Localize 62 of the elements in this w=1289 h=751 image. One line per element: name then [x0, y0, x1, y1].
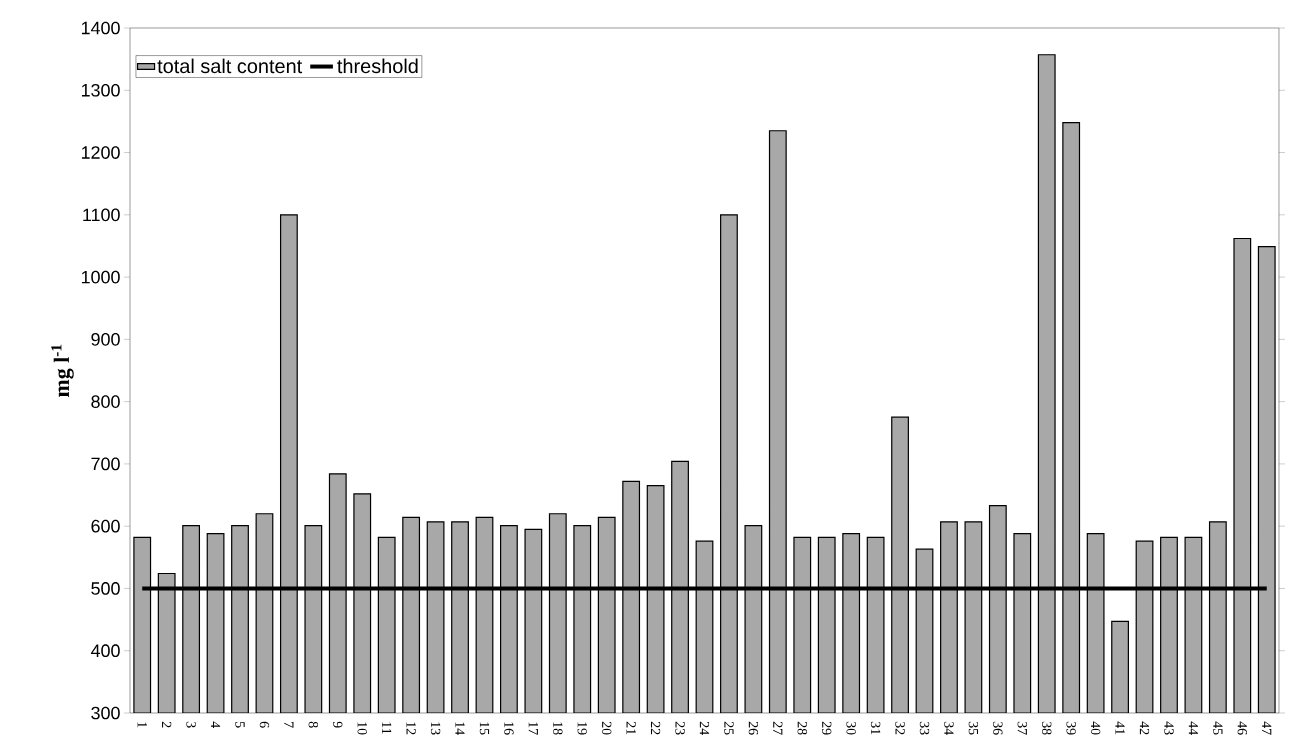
y-tick-label: 500 — [91, 582, 120, 595]
x-tick-label: 45 — [1213, 721, 1223, 735]
y-tick-label: 1300 — [81, 83, 120, 97]
x-tick-label: 24 — [699, 721, 710, 735]
legend-label: total salt content — [157, 58, 303, 74]
y-axis-title: mg l$^{-1}$ — [51, 344, 74, 397]
x-tick-label: 46 — [1237, 721, 1247, 735]
x-tick-label: 20 — [601, 721, 612, 735]
x-tick-label: 16 — [504, 722, 514, 735]
x-tick-label: 39 — [1066, 721, 1076, 735]
x-tick-label: 30 — [846, 721, 856, 735]
x-tick-label: 1 — [137, 722, 147, 728]
x-tick-label: 35 — [968, 721, 979, 735]
x-tick-label: 27 — [773, 721, 783, 735]
x-tick-label: 17 — [528, 722, 538, 735]
x-tick-label: 2 — [162, 721, 172, 728]
x-tick-label: 41 — [1115, 721, 1125, 735]
x-tick-label: 32 — [895, 721, 905, 735]
y-tick-label: 1000 — [81, 270, 120, 284]
x-tick-label: 8 — [308, 721, 319, 728]
x-tick-label: 43 — [1164, 721, 1174, 735]
x-tick-label: 3 — [186, 721, 196, 728]
legend-label: threshold — [337, 58, 418, 74]
y-tick-label: 300 — [91, 706, 120, 720]
x-tick-label: 31 — [870, 721, 881, 735]
x-tick-label: 40 — [1090, 721, 1101, 735]
y-tick-label: 600 — [91, 519, 120, 533]
x-tick-label: 28 — [797, 721, 807, 735]
x-tick-label: 26 — [748, 721, 759, 735]
x-tick-label: 15 — [479, 722, 490, 735]
x-tick-label: 11 — [382, 722, 392, 734]
x-tick-label: 37 — [1017, 721, 1027, 735]
x-tick-label: 9 — [333, 721, 343, 728]
y-tick-label: 700 — [91, 457, 120, 471]
x-tick-label: 36 — [993, 721, 1003, 735]
x-tick-label: 7 — [284, 722, 294, 728]
x-tick-label: 22 — [650, 721, 661, 735]
x-tick-label: 14 — [455, 722, 465, 735]
x-tick-label: 5 — [235, 722, 245, 728]
x-tick-label: 34 — [944, 721, 954, 735]
x-tick-label: 25 — [724, 721, 734, 735]
x-tick-label: 44 — [1188, 721, 1199, 735]
x-tick-label: 29 — [822, 721, 832, 735]
x-tick-label: 13 — [430, 722, 441, 735]
x-tick-label: 33 — [919, 721, 930, 735]
y-tick-label: 1200 — [81, 146, 120, 159]
x-tick-label: 38 — [1042, 721, 1052, 735]
y-tick-label: 1100 — [83, 208, 120, 222]
x-tick-label: 18 — [553, 722, 563, 735]
x-tick-label: 23 — [675, 721, 685, 735]
x-tick-label: 4 — [210, 721, 221, 728]
y-tick-label: 900 — [91, 333, 120, 346]
x-tick-label: 47 — [1262, 721, 1272, 735]
x-tick-label: 21 — [626, 721, 636, 735]
y-tick-label: 800 — [91, 395, 120, 408]
y-tick-label: 400 — [90, 644, 120, 658]
x-tick-label: 6 — [259, 721, 270, 728]
y-tick-label: 1400 — [81, 21, 120, 35]
x-tick-label: 42 — [1139, 721, 1150, 735]
x-tick-label: 19 — [577, 722, 587, 735]
x-tick-label: 10 — [357, 722, 367, 735]
x-tick-label: 12 — [406, 722, 416, 735]
